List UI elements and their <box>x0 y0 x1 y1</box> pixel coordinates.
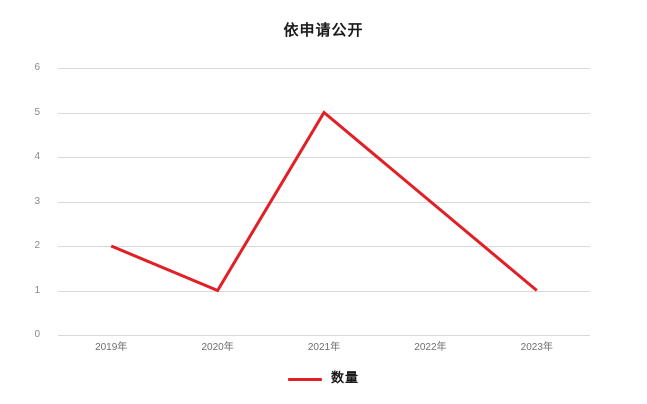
x-tick-label: 2023年 <box>520 342 553 353</box>
legend-item[interactable]: 数量 <box>287 371 359 387</box>
y-tick-label: 4 <box>34 151 40 162</box>
gridline <box>58 68 590 69</box>
plot-area <box>58 68 590 336</box>
chart-title: 依申请公开 <box>283 21 364 39</box>
gridline <box>58 290 590 292</box>
x-tick-label: 2020年 <box>201 342 234 353</box>
x-tick-label: 2022年 <box>414 342 447 353</box>
y-tick-label: 5 <box>34 106 40 118</box>
series-layer <box>110 110 538 293</box>
gridline <box>58 335 590 336</box>
chart-legend: 数量 <box>0 371 647 387</box>
gridline <box>58 157 590 158</box>
gridline <box>58 201 590 203</box>
y-tick-label: 6 <box>34 62 40 73</box>
legend-line-marker-icon <box>287 377 322 381</box>
y-tick-label: 3 <box>34 195 40 207</box>
x-tick-label: 2021年 <box>307 342 341 353</box>
y-tick-label: 1 <box>34 284 40 296</box>
gridline <box>58 246 590 247</box>
x-tick-label: 2019年 <box>95 342 128 353</box>
y-tick-label: 2 <box>34 240 40 251</box>
legend-label: 数量 <box>330 371 359 386</box>
x-axis: 2019年 2020年 2021年 2022年 2023年 <box>58 341 590 357</box>
series-line-quantity <box>110 110 538 293</box>
y-tick-label: 0 <box>34 329 40 340</box>
y-axis: 0 1 2 3 4 5 6 <box>0 63 50 340</box>
